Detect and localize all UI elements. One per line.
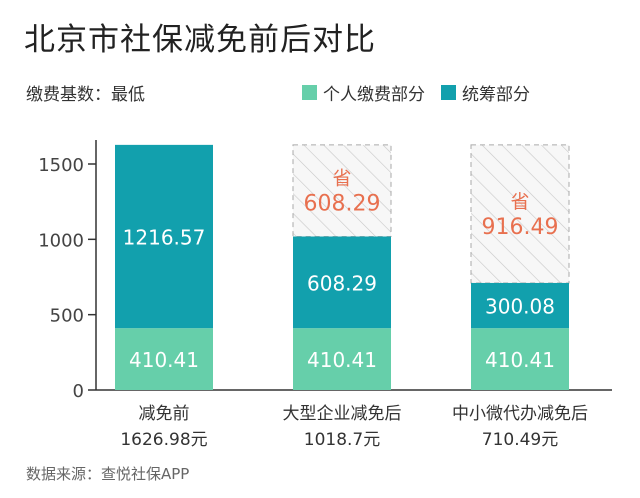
savings-prefix: 省 — [332, 168, 351, 190]
x-category-total: 1018.7元 — [304, 430, 380, 450]
chart-subtitle: 缴费基数：最低 — [26, 85, 145, 105]
savings-area — [470, 144, 570, 284]
bar-label-personal: 410.41 — [485, 348, 555, 372]
x-category-label: 大型企业减免后 — [283, 404, 402, 424]
x-category-total: 710.49元 — [482, 430, 558, 450]
legend-item-personal: 个人缴费部分 — [302, 80, 425, 105]
y-tick-label: 0 — [73, 381, 84, 402]
legend-item-pooled: 统筹部分 — [441, 80, 530, 105]
bar-label-personal: 410.41 — [129, 348, 199, 372]
legend-label-pooled: 统筹部分 — [462, 85, 530, 105]
bar-segment-pooled — [115, 144, 213, 329]
bar-label-pooled: 1216.57 — [123, 226, 206, 250]
chart-title: 北京市社保减免前后对比 — [24, 22, 376, 58]
bar-segment-personal — [471, 328, 569, 390]
legend-label-personal: 个人缴费部分 — [323, 85, 425, 105]
bar-segment-pooled — [293, 236, 391, 329]
bar-segment-pooled — [471, 282, 569, 329]
savings-value: 916.49 — [482, 215, 559, 240]
bar-label-personal: 410.41 — [307, 348, 377, 372]
bar-label-pooled: 300.08 — [485, 295, 555, 319]
y-tick-label: 500 — [50, 306, 84, 327]
savings-area — [292, 144, 392, 238]
legend: 个人缴费部分 统筹部分 — [302, 80, 546, 105]
x-category-total: 1626.98元 — [120, 430, 207, 450]
bar-segment-personal — [115, 328, 213, 390]
savings-value: 608.29 — [304, 192, 381, 217]
bar-segment-personal — [293, 328, 391, 390]
legend-swatch-personal — [302, 85, 317, 100]
data-source: 数据来源：查悦社保APP — [26, 465, 190, 483]
y-tick-label: 1500 — [38, 155, 84, 176]
x-category-label: 中小微代办减免后 — [452, 404, 588, 424]
bar-label-pooled: 608.29 — [307, 271, 377, 295]
x-category-label: 减免前 — [139, 404, 190, 424]
legend-swatch-pooled — [441, 85, 456, 100]
y-tick-label: 1000 — [38, 230, 84, 251]
savings-prefix: 省 — [510, 191, 529, 213]
